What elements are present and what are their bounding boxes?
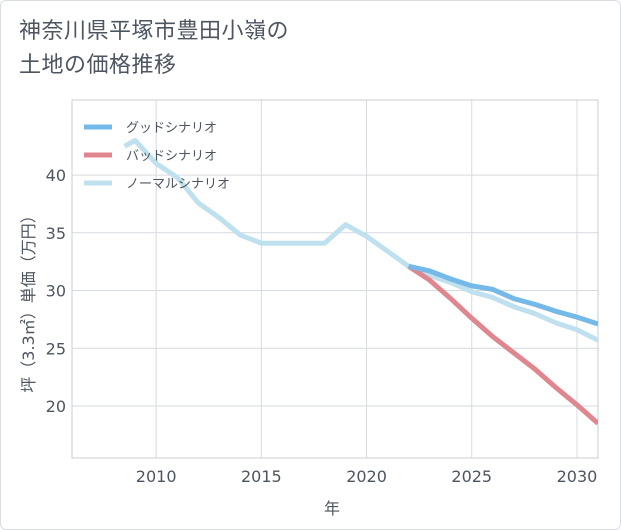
x-tick-label: 2015 bbox=[241, 467, 282, 486]
grid-lines bbox=[72, 100, 598, 458]
series-layer bbox=[123, 137, 598, 426]
y-tick-labels: 20 25 30 35 40 bbox=[46, 166, 66, 416]
chart-title: 神奈川県平塚市豊田小嶺の 土地の価格推移 bbox=[19, 15, 289, 83]
y-tick-label: 40 bbox=[46, 166, 66, 185]
chart-title-line-2: 土地の価格推移 bbox=[19, 53, 177, 78]
y-tick-label: 30 bbox=[46, 282, 66, 301]
x-tick-label: 2020 bbox=[346, 467, 387, 486]
x-axis-label: 年 bbox=[324, 499, 340, 518]
chart-title-line-1: 神奈川県平塚市豊田小嶺の bbox=[19, 19, 290, 44]
legend-label-0: グッドシナリオ bbox=[126, 121, 217, 136]
legend-label-2: ノーマルシナリオ bbox=[126, 177, 230, 192]
series-line-0 bbox=[408, 263, 598, 327]
x-tick-label: 2025 bbox=[451, 467, 492, 486]
x-tick-labels: 2010 2015 2020 2025 2030 bbox=[136, 467, 598, 486]
y-axis-label: 坪（3.3㎡）単価（万円） bbox=[19, 207, 38, 392]
y-tick-label: 25 bbox=[46, 339, 66, 358]
x-tick-label: 2010 bbox=[136, 467, 177, 486]
series-line-1 bbox=[407, 264, 598, 426]
y-tick-label: 35 bbox=[46, 224, 66, 243]
legend-label-1: バッドシナリオ bbox=[126, 149, 217, 164]
x-tick-label: 2030 bbox=[557, 467, 598, 486]
plot-frame bbox=[71, 99, 599, 459]
series-line-2 bbox=[123, 137, 598, 343]
y-tick-label: 20 bbox=[46, 397, 66, 416]
